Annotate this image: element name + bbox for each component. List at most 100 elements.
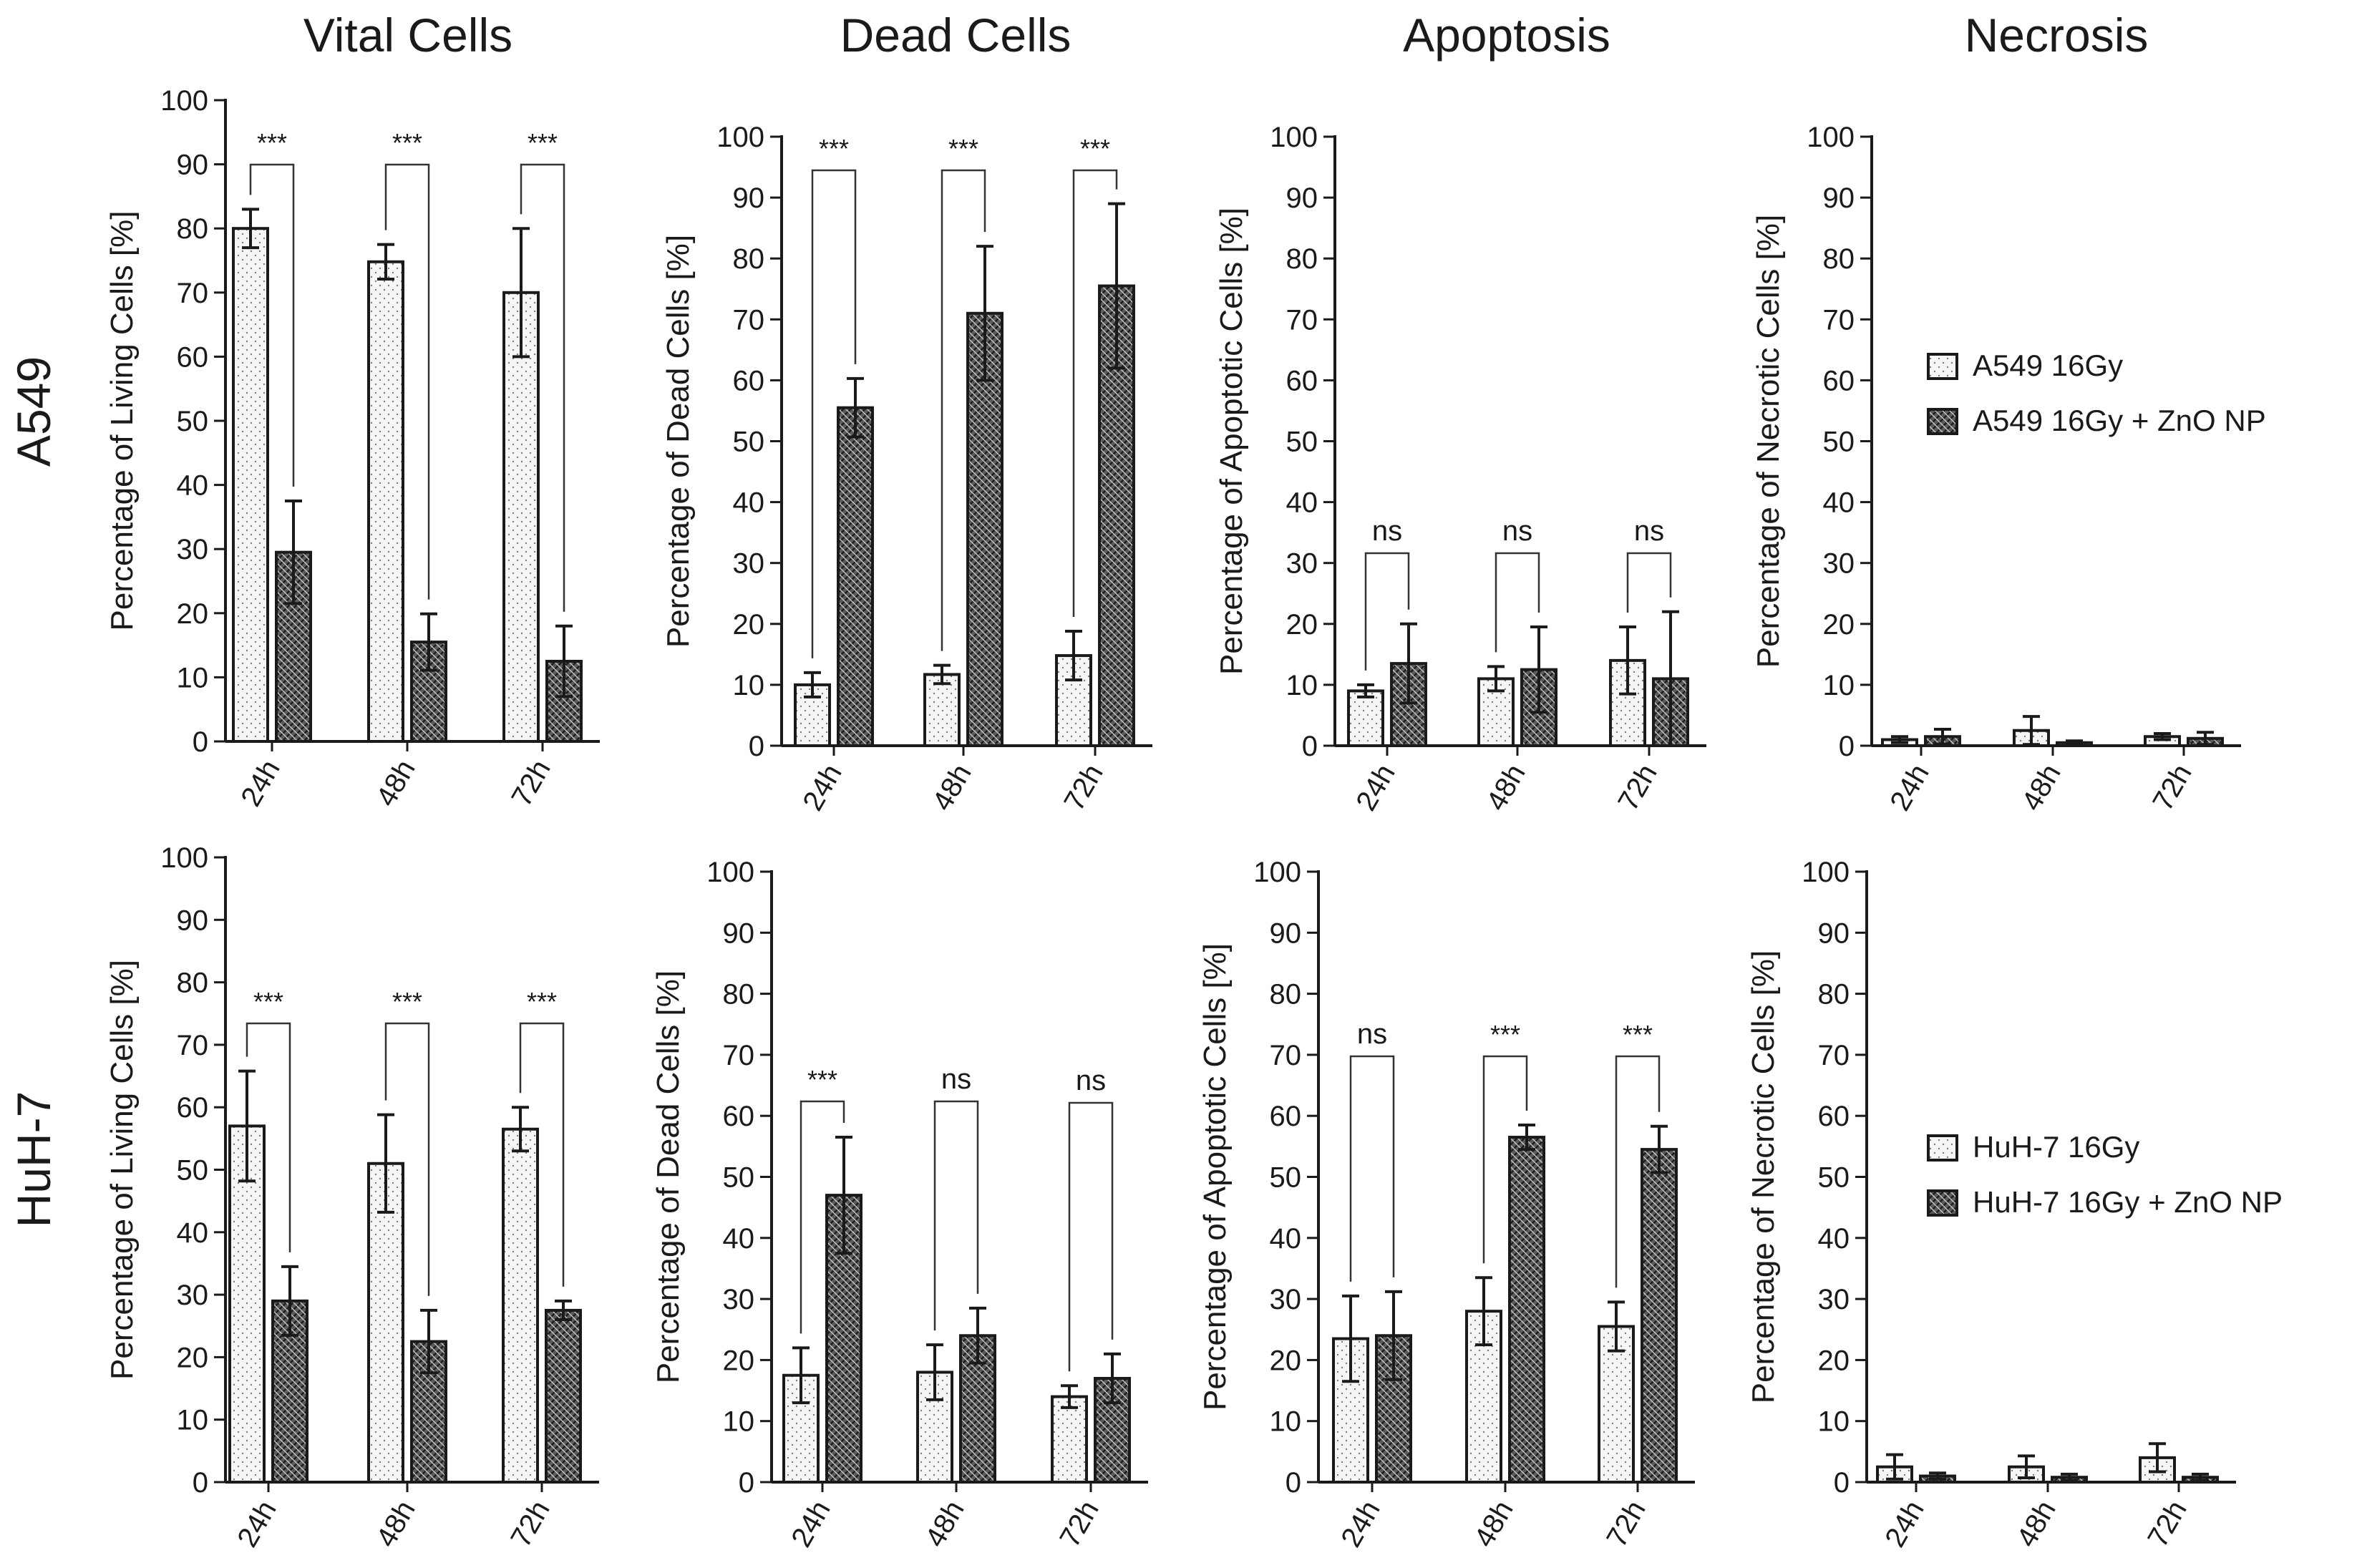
x-tick-label: 72h — [2147, 759, 2197, 817]
x-tick-label: 48h — [926, 759, 977, 817]
x-tick-label: 24h — [231, 1496, 282, 1553]
panel-a549-dead: 0 10 20 30 40 50 60 70 80 90 100 Percentage of Dead… — [661, 122, 1152, 816]
y-tick-label: 90 — [1823, 182, 1855, 214]
y-tick-label: 20 — [1823, 609, 1855, 641]
significance-bracket — [1626, 552, 1672, 613]
error-bar — [1886, 1453, 1903, 1481]
significance-bracket — [1364, 552, 1410, 671]
error-bar — [1934, 728, 1951, 746]
column-title-necrosis: Necrosis — [1965, 9, 2149, 62]
error-bar — [2018, 1454, 2035, 1480]
y-axis-label: Percentage of Apoptotic Cells [%] — [1197, 943, 1233, 1411]
y-tick-label: 80 — [1823, 243, 1855, 275]
bar-control — [232, 227, 269, 743]
y-tick-label: 20 — [1270, 1345, 1302, 1376]
y-axis-label: Percentage of Dead Cells [%] — [651, 970, 686, 1383]
x-tick-label: 24h — [785, 1496, 836, 1553]
error-bar — [2066, 739, 2083, 746]
y-tick-label: 30 — [1286, 548, 1318, 580]
bar-control — [502, 1127, 539, 1484]
bar-znonp — [545, 1308, 582, 1484]
x-tick-label: 24h — [1350, 759, 1401, 817]
error-bar — [285, 500, 302, 605]
panel-huh7-necrosis: 0 10 20 30 40 50 60 70 80 90 100 Percentage of Necr… — [1746, 857, 2283, 1552]
error-bar — [1342, 1294, 1359, 1383]
y-tick-label: 10 — [723, 1406, 755, 1438]
y-tick-label: 100 — [1253, 857, 1301, 888]
y-tick-label: 90 — [723, 917, 755, 949]
significance-bracket — [249, 163, 295, 487]
significance-label: *** — [1623, 1020, 1653, 1049]
y-tick-label: 10 — [1286, 670, 1318, 701]
y-tick-label: 0 — [749, 731, 764, 762]
y-tick-label: 40 — [1823, 487, 1855, 519]
x-tick-label: 24h — [1879, 1496, 1930, 1553]
bar-znonp — [837, 406, 874, 747]
y-tick-label: 30 — [1818, 1284, 1850, 1315]
error-bar — [1065, 630, 1082, 682]
y-tick-label: 60 — [1270, 1101, 1302, 1132]
y-tick-label: 50 — [177, 406, 209, 437]
legend-swatch-control — [1927, 353, 1958, 380]
y-tick-label: 0 — [1839, 731, 1855, 762]
significance-label: *** — [1490, 1020, 1520, 1049]
y-tick-label: 10 — [1270, 1406, 1302, 1438]
legend-swatch-znonp — [1927, 408, 1958, 435]
significance-label: ns — [1502, 515, 1532, 547]
x-tick-label: 48h — [2011, 1496, 2061, 1553]
y-tick-label: 30 — [177, 534, 209, 565]
row-label-a549: A549 — [7, 356, 60, 467]
y-tick-label: 90 — [1270, 917, 1302, 949]
error-bar — [420, 612, 437, 672]
error-bar — [1929, 1471, 1946, 1481]
error-bar — [835, 1136, 852, 1255]
significance-label: *** — [807, 1065, 837, 1094]
y-tick-label: 60 — [1823, 365, 1855, 396]
x-tick-label: 72h — [1058, 759, 1109, 817]
y-axis-label: Percentage of Living Cells [%] — [105, 960, 140, 1380]
panel-a549-apoptosis: 0 10 20 30 40 50 60 70 80 90 100 Percentage of Apop… — [1214, 122, 1706, 816]
significance-label: *** — [819, 134, 849, 163]
error-bar — [1651, 1124, 1668, 1174]
error-bar — [1891, 735, 1908, 744]
error-bar — [1061, 1384, 1078, 1409]
error-bar — [377, 1113, 394, 1214]
legend-swatch-znonp — [1927, 1189, 1958, 1217]
significance-bracket — [933, 1100, 979, 1331]
y-tick-label: 10 — [1818, 1406, 1850, 1438]
x-tick-label: 24h — [1884, 759, 1935, 817]
error-bar — [1518, 1123, 1535, 1151]
significance-bracket — [1072, 169, 1118, 618]
panel-huh7-vital: 0 10 20 30 40 50 60 70 80 90 100 Percentage of Livi… — [105, 842, 599, 1552]
y-tick-label: 30 — [177, 1280, 209, 1311]
significance-bracket — [1495, 552, 1540, 653]
error-bar — [1400, 622, 1417, 705]
x-tick-label: 48h — [370, 1496, 421, 1553]
error-bar — [1487, 665, 1505, 693]
y-tick-label: 40 — [1818, 1223, 1850, 1255]
bar-znonp — [1641, 1148, 1678, 1484]
x-tick-label: 24h — [797, 759, 847, 817]
error-bar — [555, 624, 573, 698]
y-tick-label: 50 — [1818, 1162, 1850, 1194]
y-tick-label: 40 — [1286, 487, 1318, 519]
panel-a549-necrosis: 0 10 20 30 40 50 60 70 80 90 100 Percentage of Necr… — [1751, 122, 2266, 816]
error-bar — [1357, 683, 1374, 698]
significance-bracket — [800, 1100, 845, 1334]
y-tick-label: 30 — [723, 1284, 755, 1315]
y-tick-label: 10 — [1823, 670, 1855, 701]
error-bar — [969, 1306, 986, 1365]
error-bar — [2154, 731, 2171, 741]
column-title-dead-cells: Dead Cells — [840, 9, 1071, 62]
y-tick-label: 80 — [177, 213, 209, 245]
error-bar — [1530, 625, 1547, 714]
x-tick-label: 72h — [505, 1496, 555, 1553]
y-axis-label: Percentage of Apoptotic Cells [%] — [1214, 208, 1249, 675]
significance-label: *** — [527, 987, 557, 1016]
bar-control — [367, 1162, 404, 1484]
error-bar — [847, 376, 864, 439]
y-tick-label: 50 — [733, 427, 765, 458]
significance-label: *** — [253, 987, 283, 1016]
y-tick-label: 80 — [1286, 243, 1318, 275]
y-axis-label: Percentage of Dead Cells [%] — [661, 235, 696, 648]
